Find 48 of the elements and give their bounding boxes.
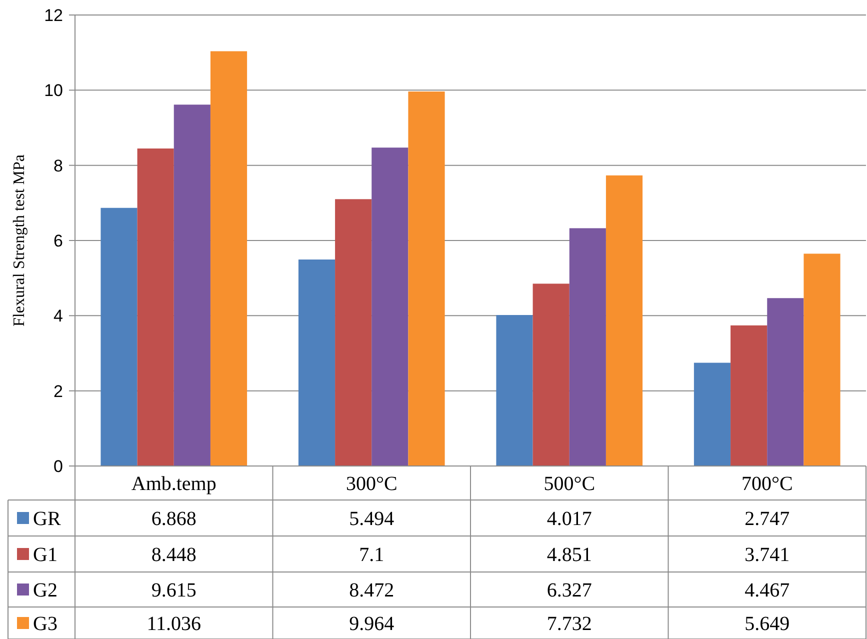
legend-label: G1 <box>33 544 58 566</box>
data-label: 6.327 <box>546 580 592 602</box>
data-label: 5.494 <box>349 508 394 530</box>
bar <box>569 228 606 466</box>
data-label: 7.1 <box>359 544 384 566</box>
bar <box>730 325 768 466</box>
data-label: 4.467 <box>744 580 790 602</box>
data-label: 9.964 <box>349 613 394 635</box>
data-label: 9.615 <box>151 580 196 602</box>
data-label: 2.747 <box>744 508 790 530</box>
data-label: 6.868 <box>151 508 196 530</box>
bar <box>804 254 840 466</box>
data-label: 7.732 <box>546 613 592 635</box>
bar <box>532 284 570 466</box>
bar <box>606 175 643 466</box>
data-label: 4.851 <box>546 544 592 566</box>
y-axis-title: Flexural Strength test MPa <box>11 154 28 326</box>
data-label: 11.036 <box>146 613 202 635</box>
legend-label: GR <box>33 508 62 530</box>
y-tick-label: 12 <box>44 6 63 25</box>
y-tick-label: 8 <box>54 156 63 176</box>
y-tick-label: 6 <box>54 231 63 250</box>
x-tick-label: Amb.temp <box>131 473 216 495</box>
y-tick-label: 4 <box>54 306 63 326</box>
bar <box>137 148 174 466</box>
data-label: 5.649 <box>744 613 790 635</box>
x-tick-label: 700°C <box>741 473 793 495</box>
bar <box>100 208 138 466</box>
x-tick-label: 500°C <box>544 473 596 495</box>
bar <box>210 51 248 466</box>
data-label: 8.472 <box>349 580 394 602</box>
x-tick-label: 300°C <box>346 473 398 495</box>
bar <box>408 92 445 466</box>
bar <box>298 260 336 466</box>
legend-label: G3 <box>33 613 58 635</box>
bar <box>694 362 731 466</box>
data-label: 3.741 <box>744 544 790 566</box>
data-label: 8.448 <box>151 544 196 566</box>
y-tick-label: 0 <box>54 456 63 476</box>
y-tick-label: 2 <box>54 382 63 401</box>
bar <box>767 298 804 466</box>
bar <box>496 315 533 466</box>
bar <box>335 199 372 466</box>
bar <box>174 104 210 466</box>
data-label: 4.017 <box>546 508 592 530</box>
legend-label: G2 <box>33 580 58 602</box>
y-tick-label: 10 <box>44 81 63 100</box>
bar <box>372 148 408 466</box>
